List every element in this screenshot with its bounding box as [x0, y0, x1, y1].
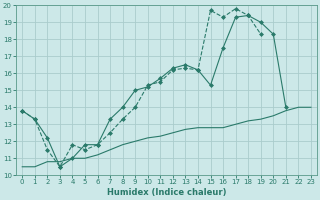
X-axis label: Humidex (Indice chaleur): Humidex (Indice chaleur): [107, 188, 226, 197]
